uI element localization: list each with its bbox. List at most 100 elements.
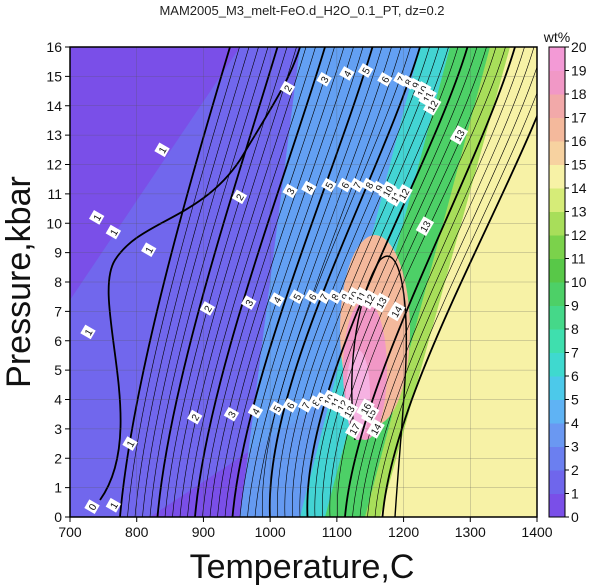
contour-label-box [84, 499, 100, 515]
y-tick-label: 8 [54, 274, 62, 290]
contour-label-text: 3 [244, 298, 257, 309]
contour-label-text: 4 [272, 295, 285, 306]
contour-line [284, 47, 440, 517]
contour-label-box [378, 181, 397, 201]
colorbar-tick-label: 7 [571, 345, 579, 361]
colorbar-tick-label: 14 [571, 180, 587, 196]
contour-line [367, 66, 537, 517]
contour-label-text: 4 [342, 69, 355, 80]
contour-label: 3 [223, 406, 240, 422]
contour-label-box [80, 324, 96, 340]
contour-label-box [413, 81, 432, 101]
contour-label-box [154, 142, 170, 158]
contour-label-box [289, 289, 305, 305]
colorbar-swatch [549, 282, 565, 306]
contour-line [277, 47, 430, 517]
contour-label: 5 [269, 400, 285, 416]
contour-label-text: 8 [403, 77, 416, 88]
contour-label-box [307, 395, 324, 410]
contour-label-box [223, 406, 240, 422]
contour-label-box [141, 242, 157, 258]
contour-label-text: 16 [359, 401, 374, 417]
colorbar-swatch [549, 446, 565, 471]
contour-line [231, 47, 374, 517]
contour-label-box [327, 289, 343, 305]
contour-label-box [282, 183, 298, 199]
y-tick-label: 7 [54, 303, 62, 319]
contour-label-box [423, 95, 442, 116]
contour-label-box [359, 289, 379, 310]
contour-label-box [269, 400, 285, 416]
contour-line [187, 47, 316, 517]
contour-label-box [418, 87, 437, 107]
contour-label-box [339, 66, 355, 81]
contour-label-text: 1 [125, 439, 138, 450]
contour-line [202, 47, 335, 517]
contour-label-text: 0 [87, 502, 100, 513]
contour-label-box [122, 436, 138, 451]
contour-label-box [279, 80, 296, 96]
contour-label-text: 13 [375, 295, 390, 311]
colorbar-tick-label: 3 [571, 439, 579, 455]
contour-line [156, 47, 279, 517]
colorbar-swatch [549, 399, 565, 424]
contour-line [149, 47, 269, 517]
contour-label: 1 [80, 324, 96, 340]
colorbar-tick-label: 18 [571, 86, 587, 102]
y-tick-label: 4 [54, 392, 62, 408]
contour-labels: 1111101122223333444455556666777788889999… [80, 63, 469, 515]
contour-label-box [269, 292, 285, 307]
contour-label-box [371, 292, 391, 313]
contour-label: 1 [154, 142, 170, 158]
contour-label-text: 8 [364, 180, 377, 191]
contour-label: 3 [282, 183, 298, 199]
contour-line [351, 255, 407, 517]
contour-label-text: 9 [411, 80, 424, 91]
contour-label: 1 [105, 224, 122, 240]
chart-title: MAM2005_M3_melt-FeO.d_H2O_0.1_PT, dz=0.2 [159, 3, 444, 18]
contour-label-box [357, 63, 374, 78]
contour-label-box [199, 301, 216, 316]
colorbar-tick-label: 19 [571, 63, 587, 79]
contour-label-text: 3 [227, 409, 240, 420]
colorbar-swatch [549, 141, 565, 165]
contour-label-text: 17 [348, 422, 363, 438]
contour-label: 17 [345, 418, 364, 439]
contour-label-text: 14 [369, 422, 384, 438]
contour-label-text: 6 [285, 401, 298, 412]
colorbar-swatch [549, 305, 565, 330]
contour-label-box [337, 177, 353, 193]
contour-label: 4 [269, 292, 285, 307]
contour-label: 5 [289, 289, 305, 305]
contour-label-text: 13 [419, 219, 434, 235]
colorbar-tick-label: 17 [571, 110, 587, 126]
contour-label-box [247, 403, 264, 419]
contour-label-text: 13 [343, 404, 358, 420]
y-tick-label: 10 [46, 215, 62, 231]
contour-line [314, 47, 478, 517]
contour-label-text: 5 [324, 180, 337, 191]
contour-line [344, 47, 516, 517]
contour-label-text: 5 [361, 66, 374, 77]
x-tick-label: 900 [192, 524, 216, 540]
contour-label: 2 [187, 409, 203, 425]
colorbar-tick-label: 2 [571, 462, 579, 478]
contour-label-text: 4 [304, 183, 317, 194]
contour-label-text: 3 [285, 186, 298, 197]
y-tick-label: 15 [46, 68, 62, 84]
contour-label-box [105, 224, 122, 240]
colorbar-swatch [549, 47, 565, 71]
contour-label-box [349, 177, 365, 193]
colorbar-tick-label: 11 [571, 251, 586, 267]
contour-label-box [321, 177, 337, 193]
contour-label: 14 [366, 418, 385, 439]
contour-label-box [387, 301, 406, 322]
contour-line [99, 47, 301, 501]
y-tick-label: 11 [47, 186, 62, 202]
contour-label-text: 7 [396, 75, 409, 86]
contour-label-text: 7 [319, 292, 332, 303]
contour-label-text: 7 [352, 180, 365, 191]
y-tick-label: 12 [46, 157, 62, 173]
colorbar-swatch [549, 117, 565, 142]
contour-label: 13 [449, 125, 469, 146]
